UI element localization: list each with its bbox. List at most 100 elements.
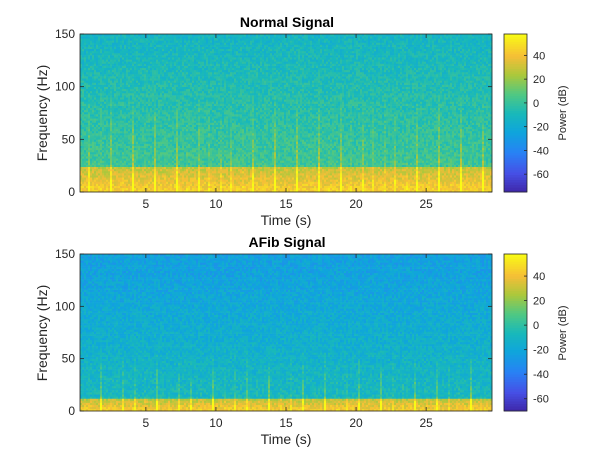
heatmap-cell [144, 126, 147, 130]
heatmap-cell [134, 90, 137, 94]
heatmap-cell [118, 173, 121, 176]
heatmap-cell [86, 63, 89, 66]
heatmap-cell [206, 168, 209, 172]
heatmap-cell [182, 158, 185, 161]
heatmap-cell [144, 103, 147, 106]
heatmap-cell [162, 84, 165, 87]
heatmap-cell [80, 179, 83, 182]
heatmap-cell [186, 114, 189, 117]
heatmap-cell [82, 103, 85, 106]
heatmap-cell [172, 105, 175, 109]
heatmap-cell [194, 99, 197, 102]
heatmap-cell [162, 63, 165, 66]
heatmap-cell [108, 145, 111, 149]
heatmap-cell [202, 154, 205, 157]
heatmap-cell [134, 170, 137, 174]
heatmap-cell [174, 46, 177, 50]
heatmap-cell [206, 40, 209, 43]
heatmap-cell [164, 74, 167, 77]
heatmap-cell [106, 71, 109, 75]
heatmap-cell [188, 48, 191, 52]
heatmap-cell [142, 133, 145, 136]
heatmap-cell [210, 162, 213, 165]
heatmap-cell [132, 86, 135, 90]
heatmap-cell [210, 120, 213, 123]
heatmap-cell [128, 80, 131, 83]
heatmap-cell [120, 151, 123, 155]
heatmap-cell [106, 67, 109, 71]
heatmap-cell [186, 168, 189, 172]
heatmap-cell [144, 34, 147, 37]
heatmap-cell [94, 42, 97, 45]
heatmap-cell [154, 133, 157, 136]
heatmap-cell [160, 36, 163, 39]
heatmap-cell [106, 173, 109, 176]
heatmap-cell [112, 120, 115, 123]
heatmap-cell [90, 130, 93, 134]
heatmap-cell [116, 40, 119, 43]
heatmap-cell [204, 120, 207, 123]
heatmap-cell [114, 88, 117, 92]
heatmap-cell [186, 135, 189, 138]
heatmap-cell [160, 183, 163, 186]
heatmap-cell [164, 107, 167, 111]
heatmap-cell [192, 78, 195, 81]
heatmap-cell [166, 158, 169, 161]
heatmap-cell [152, 181, 155, 184]
heatmap-cell [136, 151, 139, 155]
heatmap-cell [184, 114, 187, 117]
heatmap-cell [196, 179, 199, 182]
heatmap-cell [112, 179, 115, 182]
heatmap-cell [126, 67, 129, 71]
heatmap-cell [162, 69, 165, 73]
heatmap-cell [136, 88, 139, 92]
heatmap-cell [164, 130, 167, 134]
heatmap-cell [92, 130, 95, 134]
heatmap-cell [106, 187, 109, 191]
heatmap-cell [98, 76, 101, 79]
heatmap-cell [172, 149, 175, 153]
heatmap-cell [120, 166, 123, 170]
heatmap-cell [88, 128, 91, 132]
heatmap-cell [94, 141, 97, 144]
heatmap-cell [146, 179, 149, 182]
heatmap-cell [204, 118, 207, 121]
heatmap-cell [86, 177, 89, 180]
heatmap-cell [122, 162, 125, 165]
heatmap-cell [156, 133, 159, 136]
heatmap-cell [206, 52, 209, 56]
heatmap-cell [208, 44, 211, 47]
heatmap-cell [128, 92, 131, 96]
heatmap-cell [80, 34, 83, 37]
heatmap-cell [140, 82, 143, 85]
heatmap-cell [152, 95, 155, 98]
heatmap-cell [126, 46, 129, 50]
heatmap-cell [200, 189, 203, 193]
heatmap-cell [206, 90, 209, 94]
heatmap-cell [170, 78, 173, 81]
heatmap-cell [188, 149, 191, 153]
heatmap-cell [104, 114, 107, 117]
heatmap-cell [200, 88, 203, 92]
heatmap-cell [166, 160, 169, 163]
heatmap-cell [156, 78, 159, 81]
heatmap-cell [136, 181, 139, 184]
heatmap-cell [210, 50, 213, 54]
heatmap-cell [188, 170, 191, 174]
heatmap-cell [172, 124, 175, 127]
heatmap-cell [176, 118, 179, 121]
heatmap-cell [96, 185, 99, 189]
heatmap-cell [96, 52, 99, 56]
heatmap-cell [128, 175, 131, 178]
heatmap-cell [136, 74, 139, 77]
heatmap-cell [132, 135, 135, 138]
heatmap-cell [190, 145, 193, 149]
heatmap-cell [170, 57, 173, 60]
heatmap-cell [84, 181, 87, 184]
heatmap-cell [84, 103, 87, 106]
heatmap-cell [182, 65, 185, 69]
heatmap-cell [144, 44, 147, 47]
heatmap-cell [106, 120, 109, 123]
heatmap-cell [132, 116, 135, 119]
heatmap-cell [168, 158, 171, 161]
